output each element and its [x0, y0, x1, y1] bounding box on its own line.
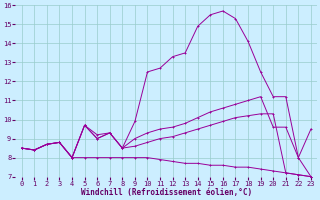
X-axis label: Windchill (Refroidissement éolien,°C): Windchill (Refroidissement éolien,°C) [81, 188, 252, 197]
